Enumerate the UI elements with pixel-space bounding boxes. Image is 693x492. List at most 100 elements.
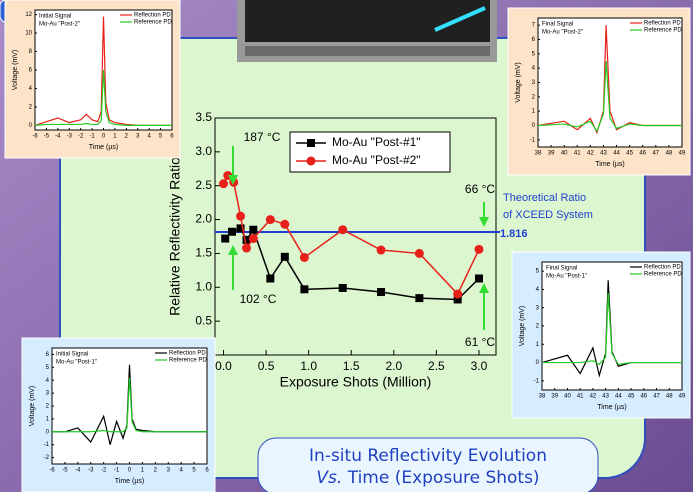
page: In-situ Reflectivity Evolution Vs. Time … [0,0,693,492]
x-tick-label: 46 [639,151,646,157]
plot-area [542,262,682,390]
x-tick-label: -5 [44,134,50,140]
inset-y-label: Voltage (mV) [515,62,522,102]
x-tick-label: -2 [101,468,107,474]
x-tick-label: 42 [590,394,597,400]
data-point [249,234,258,243]
x-tick-label: -6 [49,468,55,474]
y-tick-label: 12 [25,12,32,18]
legend-label: Reference PD [169,358,207,364]
x-tick-label: -1 [89,134,95,140]
y-tick-label: 3.5 [195,110,212,124]
x-tick-label: 1.5 [343,359,360,373]
y-tick-label: 3.0 [195,144,212,158]
scope-controls [245,46,490,56]
inset-x-label: Time (µs) [597,404,626,411]
data-point [221,235,229,243]
inset-subtitle: Mo-Au "Post-1" [56,360,97,366]
y-tick-label: -1 [530,137,536,143]
oscilloscope-image [237,0,497,62]
x-tick-label: 44 [613,151,620,157]
legend-label: Mo-Au "Post-#1" [332,135,421,149]
data-point [219,179,228,188]
data-point [474,245,483,254]
annotation: 187 °C [244,130,281,144]
caption-text: Time (Exposure Shots) [347,468,540,488]
inset-title: Initial Signal [39,14,71,20]
data-point [475,274,483,282]
x-tick-label: -1 [114,468,120,474]
inset-y-label: Voltage (mV) [12,50,19,90]
y-tick-label: 10 [25,31,32,37]
inset-x-label: Time (µs) [89,144,118,151]
legend-label: Reflection PD [644,21,681,27]
x-tick-label: -5 [62,468,68,474]
legend-marker [307,157,316,166]
x-tick-label: 45 [626,151,633,157]
data-point [338,225,347,234]
inset-y-label: Voltage (mV) [519,306,526,346]
x-tick-label: 49 [679,394,686,400]
data-point [339,284,347,292]
data-point [236,212,245,221]
legend-label: Reference PD [134,20,172,26]
y-tick-label: 2.0 [195,212,212,226]
y-tick-label: -1 [534,378,540,384]
x-tick-label: 38 [535,151,542,157]
x-tick-label: 42 [587,151,594,157]
x-tick-label: 48 [666,151,673,157]
data-point [281,253,289,261]
legend-marker [307,139,315,147]
x-tick-label: -4 [75,468,81,474]
x-tick-label: 2.0 [385,359,402,373]
annotation: 61 °C [465,335,495,349]
x-tick-label: 46 [640,394,647,400]
caption: In-situ Reflectivity Evolution Vs. Time … [258,438,598,492]
x-tick-label: -4 [55,134,61,140]
inset-title: Final Signal [542,22,573,28]
annotation: 102 °C [240,292,277,306]
reference-text: of XCEED System [503,209,593,221]
inset-x-label: Time (µs) [115,478,144,485]
slide: In-situ Reflectivity Evolution Vs. Time … [0,0,693,492]
x-tick-label: 48 [666,394,673,400]
x-tick-label: 40 [561,151,568,157]
data-point [415,294,423,302]
legend-label: Reference PD [644,28,682,34]
data-point [415,249,424,258]
inset-title: Final Signal [546,266,577,272]
x-tick-label: 49 [679,151,686,157]
x-tick-label: 0.0 [215,359,232,373]
legend-label: Reference PD [644,272,682,278]
x-tick-label: 1.0 [300,359,317,373]
inset-x-label: Time (µs) [595,161,624,168]
inset-subtitle: Mo-Au "Post-2" [542,30,583,36]
x-tick-label: 45 [628,394,635,400]
x-tick-label: 2.5 [428,359,445,373]
y-tick-label: 2.5 [195,178,212,192]
data-point [242,244,251,253]
data-point [223,171,232,180]
y-tick-label: 1.5 [195,246,212,260]
caption-text: Vs. [316,468,342,488]
legend-label: Reflection PD [134,13,171,19]
y-tick-label: -2 [44,455,50,461]
data-point [300,253,309,262]
x-tick-label: 41 [574,151,581,157]
legend-label: Reflection PD [644,265,681,271]
data-point [377,246,386,255]
x-tick-label: 41 [577,394,584,400]
inset-subtitle: Mo-Au "Post-1" [546,274,587,280]
x-axis-label: Exposure Shots (Million) [280,374,432,390]
y-tick-label: 0.5 [195,313,212,327]
caption-line: In-situ Reflectivity Evolution [309,446,547,466]
x-tick-label: 39 [551,394,558,400]
data-point [266,274,274,282]
data-point [300,285,308,293]
y-tick-label: 1.0 [195,279,212,293]
x-tick-label: 0.5 [258,359,275,373]
data-point [280,220,289,229]
inset-title: Initial Signal [56,352,88,358]
annotation: 66 °C [465,182,495,196]
legend-label: Reflection PD [169,351,206,357]
